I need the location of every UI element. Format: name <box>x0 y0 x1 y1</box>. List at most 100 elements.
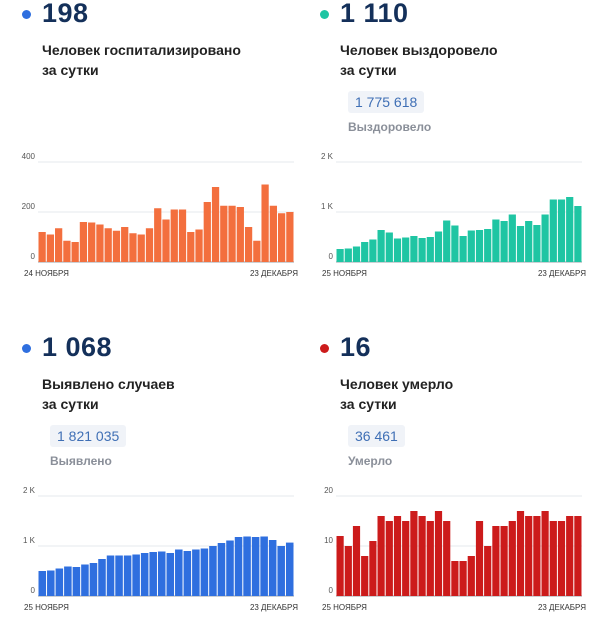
bar <box>549 521 557 596</box>
bar <box>361 556 369 596</box>
bar <box>369 239 377 262</box>
bar <box>137 234 145 262</box>
y-tick-label: 400 <box>22 152 36 161</box>
bar <box>410 511 418 596</box>
bar <box>418 516 426 596</box>
bar <box>228 205 236 262</box>
caption-line-1: Человек умерло <box>340 376 454 392</box>
recovered-total-badge: 1 775 618 <box>348 91 425 113</box>
panel-recovered: 1 110 Человек выздоровело за сутки 1 775… <box>320 0 609 310</box>
bar <box>268 540 277 596</box>
caption-line-2: за сутки <box>340 62 397 78</box>
bar <box>426 521 434 596</box>
bar <box>574 516 582 596</box>
bar <box>492 526 500 596</box>
y-tick-label: 10 <box>324 536 333 545</box>
bar <box>178 209 187 262</box>
x-start-label: 25 НОЯБРЯ <box>322 603 367 612</box>
bar <box>557 199 566 262</box>
bar <box>533 225 541 262</box>
bar <box>38 232 46 262</box>
bar <box>508 521 516 596</box>
bar <box>38 571 47 596</box>
panel-deaths: 16 Человек умерло за сутки 36 461 Умерло… <box>320 332 609 644</box>
bar <box>361 242 369 262</box>
bar <box>260 536 268 596</box>
bar <box>220 205 228 262</box>
hospitalized-chart: 0 200 400 24 НОЯБРЯ 23 ДЕКАБРЯ <box>22 152 299 278</box>
bar <box>533 516 541 596</box>
recovered-chart: 0 1 K 2 K 25 НОЯБРЯ 23 ДЕКАБРЯ <box>321 152 586 278</box>
bar <box>410 236 418 262</box>
bar <box>72 567 81 596</box>
bar <box>525 516 533 596</box>
bar <box>166 553 175 596</box>
bar <box>541 214 549 262</box>
caption-line-1: Выявлено случаев <box>42 376 175 392</box>
x-start-label: 25 НОЯБРЯ <box>24 603 69 612</box>
bar <box>244 227 253 262</box>
bar <box>112 230 121 262</box>
hospitalized-caption: Человек госпитализировано за сутки <box>42 40 282 80</box>
recovered-total-label: Выздоровело <box>348 120 432 134</box>
caption-line-1: Человек выздоровело <box>340 42 498 58</box>
bar <box>377 516 385 596</box>
bar <box>140 553 149 596</box>
bar <box>492 219 500 262</box>
bar <box>145 228 154 262</box>
bar <box>211 187 220 262</box>
deaths-caption: Человек умерло за сутки <box>340 374 580 414</box>
y-tick-label: 1 K <box>23 536 36 545</box>
bar <box>187 232 195 262</box>
bar <box>132 554 140 596</box>
bar <box>203 202 211 262</box>
deaths-total-label: Умерло <box>348 454 393 468</box>
bar <box>475 230 484 262</box>
status-dot <box>22 10 31 19</box>
bar <box>71 242 79 262</box>
bar <box>129 233 137 262</box>
bar <box>516 511 525 596</box>
bar <box>566 516 574 596</box>
bar <box>46 234 55 262</box>
bar <box>253 240 261 262</box>
bar <box>451 561 459 596</box>
bar <box>484 229 492 262</box>
y-tick-label: 0 <box>329 252 334 261</box>
bar <box>566 197 574 262</box>
bar <box>285 542 294 596</box>
bar <box>484 546 492 596</box>
detected-chart: 0 1 K 2 K 25 НОЯБРЯ 23 ДЕКАБРЯ <box>23 486 298 612</box>
bar <box>115 555 123 596</box>
hospitalized-count: 198 <box>42 0 89 28</box>
detected-caption: Выявлено случаев за сутки <box>42 374 282 414</box>
bar <box>251 537 260 596</box>
bar <box>451 225 459 262</box>
bar <box>162 219 170 262</box>
caption-line-2: за сутки <box>340 396 397 412</box>
status-dot <box>22 344 31 353</box>
bar <box>443 220 451 262</box>
bar <box>123 555 132 596</box>
bar <box>549 199 557 262</box>
bar <box>149 552 157 596</box>
bar <box>121 227 129 262</box>
status-dot <box>320 344 329 353</box>
x-end-label: 23 ДЕКАБРЯ <box>250 603 298 612</box>
bar <box>286 212 294 262</box>
x-start-label: 25 НОЯБРЯ <box>322 269 367 278</box>
bar <box>79 222 88 262</box>
bar <box>200 548 209 596</box>
bar <box>89 563 98 596</box>
bar <box>377 230 385 262</box>
bar <box>467 556 475 596</box>
caption-line-2: за сутки <box>42 396 99 412</box>
bar <box>393 238 402 262</box>
bar <box>47 570 55 596</box>
bar <box>402 237 410 262</box>
y-tick-label: 2 K <box>321 152 334 161</box>
bar <box>154 208 162 262</box>
recovered-caption: Человек выздоровело за сутки <box>340 40 580 80</box>
bar <box>393 516 402 596</box>
bar <box>88 222 96 262</box>
